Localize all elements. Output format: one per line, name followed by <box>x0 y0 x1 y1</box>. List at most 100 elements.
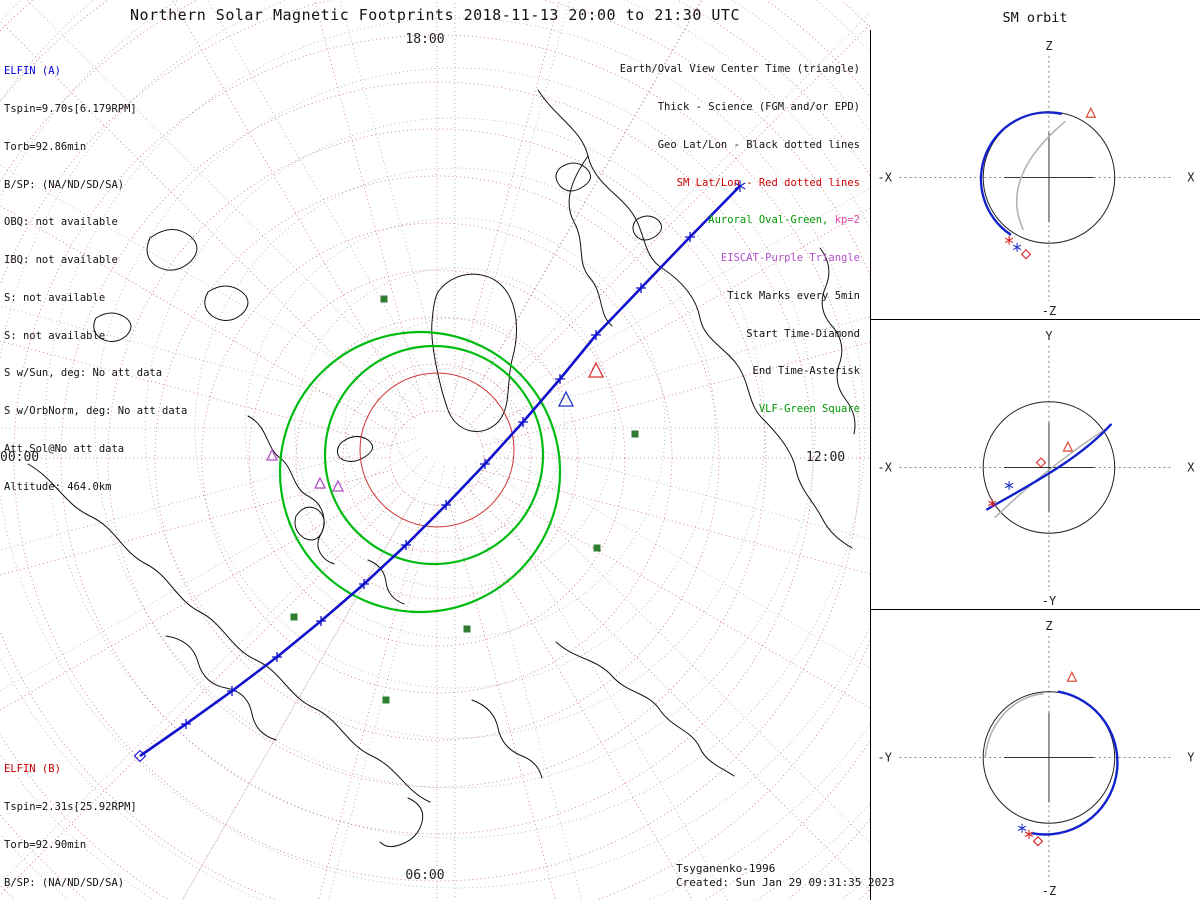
sm-polar-cap-circle <box>359 372 515 528</box>
axis-label-right: X <box>1187 170 1195 184</box>
sm-grid-meridian <box>0 340 392 447</box>
time-tick-marker <box>181 719 191 729</box>
sm-grid-meridian <box>460 0 702 418</box>
elfin-a-line: OBQ: not available <box>4 216 118 229</box>
asterisk-marker <box>1012 242 1022 252</box>
sm-grid-meridian <box>318 503 426 900</box>
elfin-a-info-block: ELFIN (A) Tspin=9.70s[6.179RPM] Torb=92.… <box>4 40 187 519</box>
created-label: Created: Sun Jan 29 09:31:35 2023 <box>676 876 895 889</box>
geo-grid-meridian <box>182 462 436 900</box>
footer-block: Tsyganenko-1996 Created: Sun Jan 29 09:3… <box>676 862 895 890</box>
earth-circle <box>982 401 1116 534</box>
geo-grid-meridian <box>493 316 870 418</box>
legend-line-sm-grid: SM Lat/Lon - Red dotted lines <box>676 176 860 189</box>
sm-grid-meridian <box>181 498 414 900</box>
earth-circle <box>982 691 1116 824</box>
time-tick-marker <box>518 417 528 427</box>
time-tick-marker <box>591 330 601 340</box>
triangle-marker <box>1066 670 1078 682</box>
legend-line: End Time-Asterisk <box>752 365 860 378</box>
geo-grid-circle <box>394 367 516 489</box>
elfin-a-line: Tspin=9.70s[6.179RPM] <box>4 102 137 115</box>
sm-orbit-column: SM orbit Z -Z -X X <box>870 0 1200 900</box>
vlf-square-marker <box>593 544 601 552</box>
elfin-a-line: S w/OrbNorm, deg: No att data <box>4 405 188 418</box>
map-legend: Earth/Oval View Center Time (triangle) T… <box>620 38 860 441</box>
geo-grid-meridian <box>2 456 427 881</box>
elfin-a-line: S: not available <box>4 291 106 304</box>
sm-grid-circle <box>295 316 579 600</box>
blue-orbit-arc <box>985 423 1112 511</box>
station-markers <box>265 295 639 704</box>
sm-orbit-title: SM orbit <box>1002 10 1068 26</box>
geo-grid-meridian <box>474 462 728 900</box>
elfin-b-title: ELFIN (B) <box>4 763 61 776</box>
legend-line: Thick - Science (FGM and/or EPD) <box>657 100 860 113</box>
geo-grid-circle <box>344 317 566 539</box>
orbit-arcs <box>985 423 1112 519</box>
geo-grid-meridian <box>493 438 870 540</box>
auroral-oval-ring <box>323 344 545 566</box>
sm-grid-circle <box>342 363 532 553</box>
time-tick-marker <box>316 616 326 626</box>
time-tick-marker <box>480 459 490 469</box>
elfin-b-line: B/SP: (NA/ND/SD/SA) <box>4 876 125 889</box>
blue-orbit-arc <box>979 111 1063 236</box>
legend-oval-text: Auroral Oval-Green, <box>708 214 835 227</box>
sm-grid-circle <box>107 128 767 788</box>
elfin-a-line: Torb=92.86min <box>4 140 87 153</box>
end-time-asterisk-marker <box>734 180 746 192</box>
eiscat-triangle-marker <box>265 448 279 461</box>
vlf-square-marker <box>463 625 471 633</box>
elfin-b-info-block: ELFIN (B) Tspin=2.31s[25.92RPM] Torb=92.… <box>4 738 187 900</box>
axis-label-left: -X <box>878 460 893 474</box>
legend-line: Earth/Oval View Center Time (triangle) <box>619 63 860 76</box>
eiscat-triangle-marker <box>331 479 345 492</box>
axis-label-bottom: -Z <box>1042 304 1056 318</box>
sm-grid-meridian <box>0 469 392 576</box>
legend-kp-text: kp=2 <box>834 214 860 227</box>
elfin-a-line: Att.Sol@No att data <box>4 443 125 455</box>
axis-label-top: Y <box>1045 329 1052 343</box>
gray-orbit-arc <box>984 692 1044 759</box>
time-tick-marker <box>636 283 646 293</box>
sm-grid-circle <box>389 410 485 506</box>
gray-orbit-arc <box>994 428 1106 519</box>
asterisk-marker <box>1004 480 1014 490</box>
triangle-marker <box>1085 106 1097 118</box>
auroral-oval <box>278 330 562 614</box>
sm-grid-meridian <box>482 469 870 575</box>
sm-grid <box>0 0 870 900</box>
mlt-label-12: 12:00 <box>806 450 846 465</box>
geo-grid-meridian <box>0 438 417 551</box>
axis-label-bottom: -Y <box>1042 594 1056 608</box>
geo-grid-meridian <box>207 0 436 394</box>
axis-label-top: Z <box>1045 619 1052 633</box>
geo-grid-meridian <box>26 0 427 400</box>
model-label: Tsyganenko-1996 <box>676 862 776 875</box>
geo-grid-meridian <box>465 0 571 390</box>
vlf-square-marker <box>631 430 639 438</box>
asterisk-marker <box>1004 235 1014 245</box>
geo-grid-circle <box>44 17 866 839</box>
axis-label-left: -X <box>878 170 893 184</box>
triangle-marker <box>1062 440 1074 452</box>
elfin-a-line: B/SP: (NA/ND/SD/SA) <box>4 178 125 191</box>
geo-grid-circle <box>244 217 666 639</box>
sm-orbit-panel-xz: Z -Z -X X <box>871 30 1200 320</box>
geo-grid-meridian <box>339 0 445 390</box>
coastlines <box>27 89 856 848</box>
geo-grid-meridian <box>0 164 421 409</box>
geo-grid-meridian <box>489 447 870 669</box>
sm-grid-meridian <box>0 481 397 711</box>
legend-line: Start Time-Diamond <box>746 327 860 340</box>
asterisk-marker <box>1017 823 1027 833</box>
sm-grid-meridian <box>172 0 414 418</box>
elfin-a-title: ELFIN (A) <box>4 65 61 78</box>
sm-grid-meridian <box>482 341 870 447</box>
sm-orbit-panel-xy: Y -Y -X X <box>871 320 1200 610</box>
time-tick-marker <box>272 652 282 662</box>
elfin-a-line: S: not available <box>4 329 106 342</box>
start-time-diamond-marker <box>133 749 147 763</box>
axis-label-top: Z <box>1045 39 1052 53</box>
